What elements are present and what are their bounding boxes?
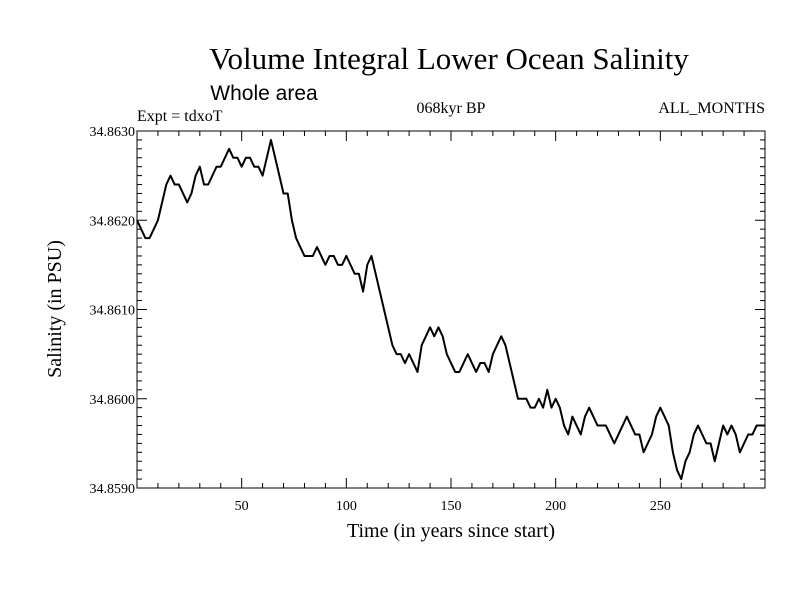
y-axis-label: Salinity (in PSU) bbox=[44, 240, 66, 378]
y-tick-label: 34.8590 bbox=[90, 482, 136, 497]
salinity-series-line bbox=[136, 138, 765, 481]
x-tick-label: 100 bbox=[336, 499, 357, 514]
y-tick-label: 34.8600 bbox=[90, 393, 136, 408]
y-tick-label: 34.8620 bbox=[90, 214, 136, 229]
chart-subtitle: Whole area bbox=[210, 82, 318, 105]
axis-tick-labels: 50 100 150 200 250 34.8590 34.8600 34.8610 34.86… bbox=[90, 125, 671, 514]
experiment-label: Expt = tdxoT bbox=[137, 108, 223, 125]
period-label: 068kyr BP bbox=[417, 100, 486, 117]
y-tick-label: 34.8630 bbox=[90, 125, 136, 140]
x-tick-label: 200 bbox=[545, 499, 566, 514]
x-axis-label: Time (in years since start) bbox=[347, 520, 555, 542]
months-label: ALL_MONTHS bbox=[658, 100, 765, 117]
x-tick-label: 250 bbox=[650, 499, 671, 514]
x-tick-label: 150 bbox=[441, 499, 462, 514]
x-tick-label: 50 bbox=[235, 499, 249, 514]
y-tick-label: 34.8610 bbox=[90, 304, 136, 319]
chart-title: Volume Integral Lower Ocean Salinity bbox=[209, 41, 689, 76]
